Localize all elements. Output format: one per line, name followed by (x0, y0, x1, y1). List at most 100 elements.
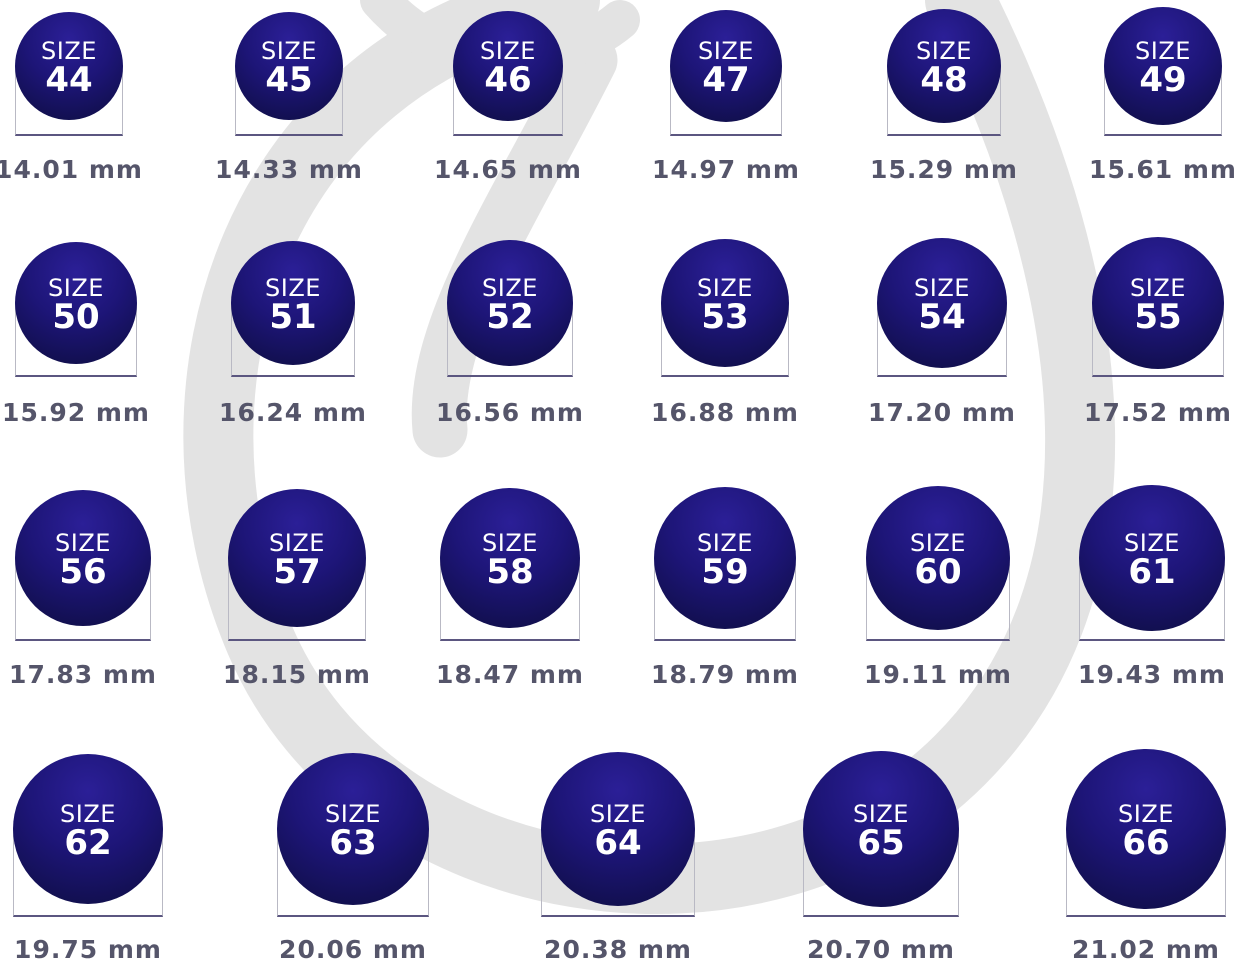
size-number: 44 (45, 59, 93, 100)
ring-size-circle: SIZE 64 (541, 752, 695, 906)
diameter-guide (231, 303, 355, 377)
size-number: 52 (486, 296, 534, 337)
ring-size-circle: SIZE 59 (654, 487, 796, 629)
diameter-text: 19.43 mm (1078, 660, 1226, 689)
size-label: SIZE (1130, 273, 1186, 302)
size-number: 49 (1139, 59, 1187, 100)
ring-size-circle: SIZE 58 (440, 488, 580, 628)
diameter-guide (453, 66, 563, 136)
diameter-text: 19.11 mm (864, 660, 1012, 689)
size-label: SIZE (482, 528, 538, 557)
ring-size-circle: SIZE 49 (1104, 7, 1222, 125)
size-label: SIZE (916, 36, 972, 65)
diameter-text: 14.97 mm (652, 155, 800, 184)
diameter-text: 15.29 mm (870, 155, 1018, 184)
ring-size-circle: SIZE 52 (447, 240, 573, 366)
ring-size-circle: SIZE 65 (803, 751, 959, 907)
diameter-guide (1079, 558, 1225, 641)
size-label: SIZE (1124, 528, 1180, 557)
ring-size-circle: SIZE 46 (453, 11, 563, 121)
size-label: SIZE (1135, 36, 1191, 65)
size-label: SIZE (55, 528, 111, 557)
diameter-text: 14.01 mm (0, 155, 143, 184)
diameter-text: 15.92 mm (2, 398, 150, 427)
ring-size-circle: SIZE 57 (228, 489, 366, 627)
size-label: SIZE (265, 273, 321, 302)
size-label: SIZE (590, 799, 646, 828)
size-number: 54 (918, 296, 966, 337)
size-number: 51 (269, 296, 317, 337)
diameter-guide (440, 558, 580, 641)
diameter-text: 16.24 mm (219, 398, 367, 427)
ring-size-circle: SIZE 51 (231, 241, 355, 365)
ring-size-circle: SIZE 54 (877, 238, 1007, 368)
size-number: 63 (329, 822, 377, 863)
size-number: 60 (914, 551, 962, 592)
size-number: 62 (64, 822, 112, 863)
size-label: SIZE (480, 36, 536, 65)
ring-size-circle: SIZE 50 (15, 242, 137, 364)
size-number: 66 (1122, 822, 1170, 863)
diameter-guide (661, 303, 789, 377)
size-label: SIZE (325, 799, 381, 828)
size-number: 59 (701, 551, 749, 592)
size-number: 65 (857, 822, 905, 863)
size-number: 50 (52, 296, 100, 337)
size-label: SIZE (1118, 799, 1174, 828)
size-label: SIZE (269, 528, 325, 557)
diameter-guide (15, 558, 151, 641)
diameter-guide (670, 66, 782, 136)
diameter-guide (887, 66, 1001, 136)
size-number: 47 (702, 59, 750, 100)
diameter-text: 20.38 mm (544, 935, 692, 964)
diameter-guide (877, 303, 1007, 377)
size-label: SIZE (48, 273, 104, 302)
diameter-guide (866, 558, 1010, 641)
size-label: SIZE (914, 273, 970, 302)
diameter-text: 20.70 mm (807, 935, 955, 964)
size-label: SIZE (910, 528, 966, 557)
diameter-guide (1092, 303, 1224, 377)
diameter-text: 18.47 mm (436, 660, 584, 689)
size-label: SIZE (482, 273, 538, 302)
ring-size-circle: SIZE 47 (670, 10, 782, 122)
size-number: 61 (1128, 551, 1176, 592)
diameter-guide (15, 66, 123, 136)
diameter-text: 16.88 mm (651, 398, 799, 427)
diameter-guide (654, 558, 796, 641)
size-number: 45 (265, 59, 313, 100)
size-label: SIZE (60, 799, 116, 828)
diameter-guide (228, 558, 366, 641)
size-number: 58 (486, 551, 534, 592)
diameter-text: 20.06 mm (279, 935, 427, 964)
diameter-guide (1066, 829, 1226, 917)
diameter-text: 15.61 mm (1089, 155, 1237, 184)
diameter-guide (235, 66, 343, 136)
size-label: SIZE (697, 528, 753, 557)
size-number: 64 (594, 822, 642, 863)
size-label: SIZE (697, 273, 753, 302)
diameter-guide (13, 829, 163, 917)
diameter-text: 14.65 mm (434, 155, 582, 184)
ring-size-circle: SIZE 66 (1066, 749, 1226, 909)
diameter-text: 18.79 mm (651, 660, 799, 689)
diameter-guide (1104, 66, 1222, 136)
ring-size-circle: SIZE 61 (1079, 485, 1225, 631)
diameter-text: 18.15 mm (223, 660, 371, 689)
size-number: 56 (59, 551, 107, 592)
ring-size-circle: SIZE 55 (1092, 237, 1224, 369)
ring-size-circle: SIZE 45 (235, 12, 343, 120)
size-label: SIZE (853, 799, 909, 828)
ring-size-circle: SIZE 60 (866, 486, 1010, 630)
size-number: 55 (1134, 296, 1182, 337)
size-number: 53 (701, 296, 749, 337)
diameter-guide (541, 829, 695, 917)
diameter-text: 14.33 mm (215, 155, 363, 184)
ring-size-circle: SIZE 53 (661, 239, 789, 367)
diameter-guide (15, 303, 137, 377)
size-number: 48 (920, 59, 968, 100)
diameter-text: 16.56 mm (436, 398, 584, 427)
size-label: SIZE (698, 36, 754, 65)
diameter-text: 19.75 mm (14, 935, 162, 964)
size-number: 46 (484, 59, 532, 100)
